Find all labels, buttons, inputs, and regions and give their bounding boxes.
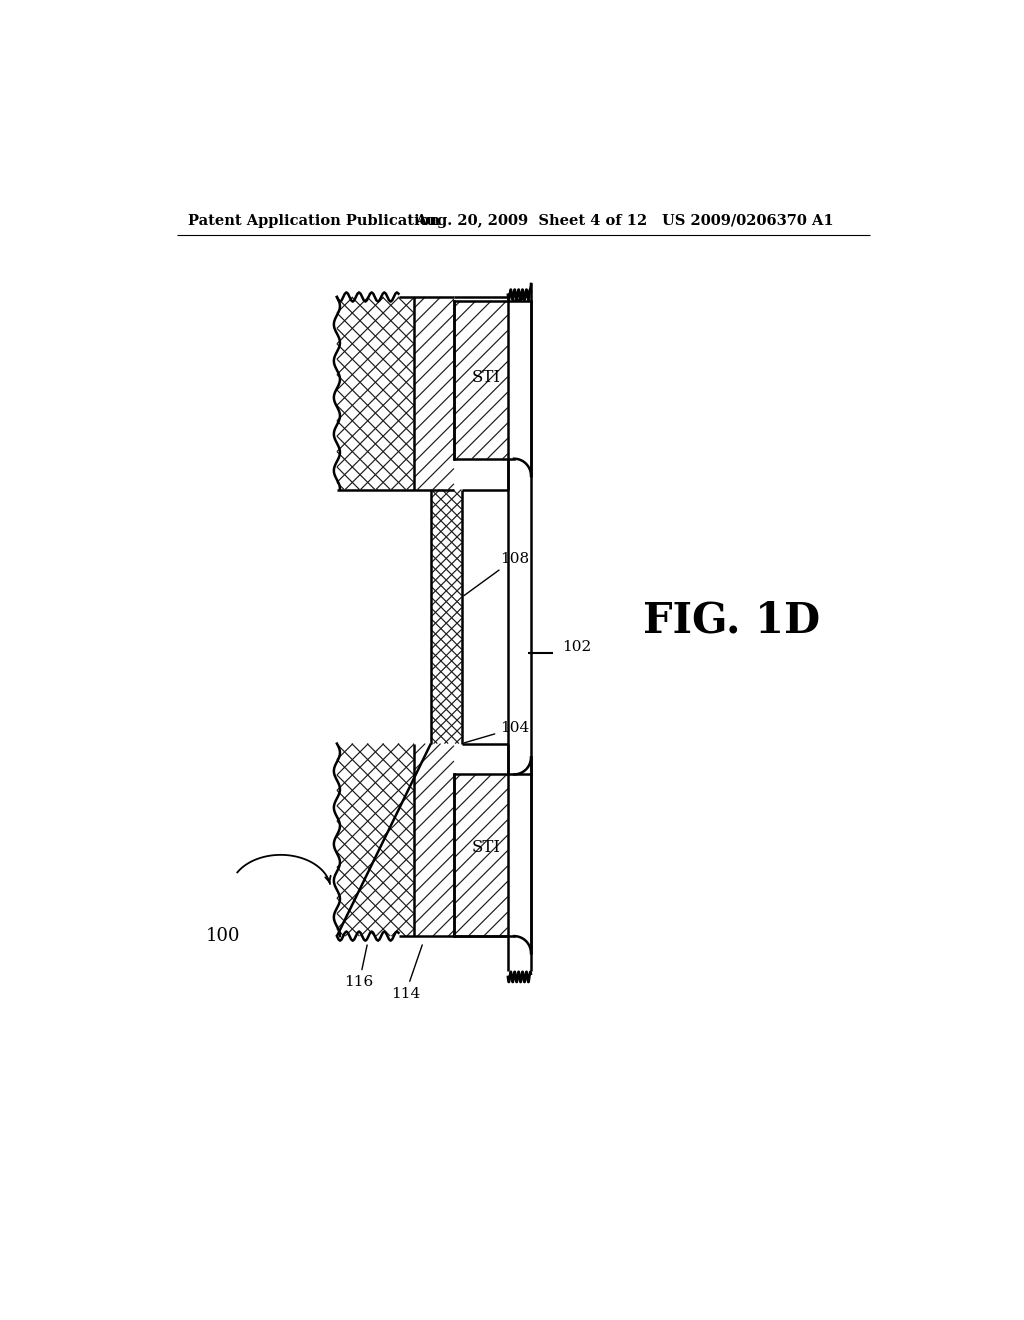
- Polygon shape: [431, 490, 462, 743]
- Text: 108: 108: [464, 552, 529, 595]
- Polygon shape: [337, 297, 508, 490]
- Text: 102: 102: [562, 640, 591, 655]
- Text: STI: STI: [472, 840, 501, 857]
- Text: 116: 116: [345, 945, 374, 989]
- Polygon shape: [337, 743, 508, 936]
- Text: 114: 114: [391, 945, 422, 1001]
- Text: Aug. 20, 2009  Sheet 4 of 12: Aug. 20, 2009 Sheet 4 of 12: [416, 214, 648, 228]
- Text: 104: 104: [464, 721, 529, 743]
- Text: 100: 100: [206, 927, 241, 945]
- Text: STI: STI: [472, 370, 501, 387]
- Text: Patent Application Publication: Patent Application Publication: [188, 214, 440, 228]
- Text: US 2009/0206370 A1: US 2009/0206370 A1: [662, 214, 834, 228]
- Text: FIG. 1D: FIG. 1D: [643, 599, 820, 642]
